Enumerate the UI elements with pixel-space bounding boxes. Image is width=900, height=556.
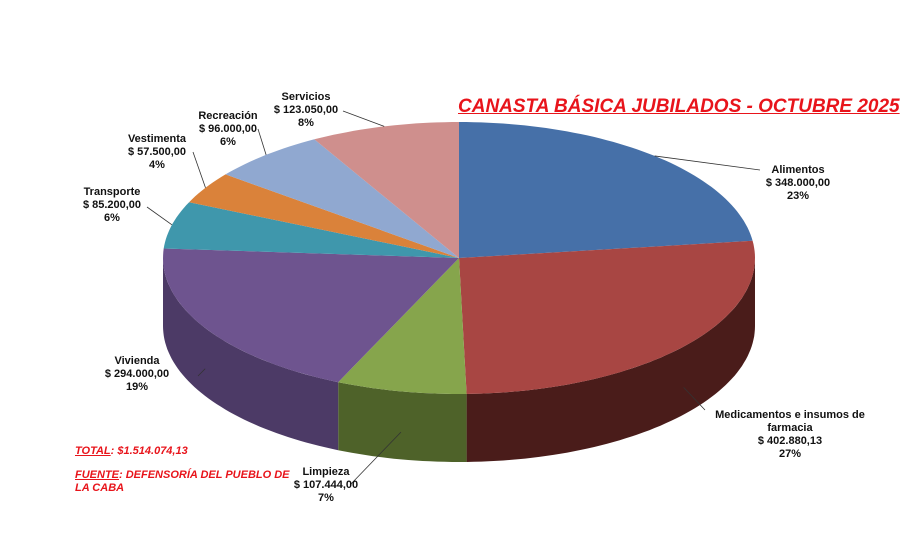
pie-slice-2 — [338, 258, 467, 394]
slice-side-2 — [338, 382, 467, 462]
slice-label: Servicios — [281, 91, 331, 103]
slice-value: $ 123.050,00 — [273, 104, 339, 116]
leader-line-4 — [146, 206, 173, 226]
slice-value: $ 294.000,00 — [104, 368, 170, 380]
data-label-medicamentos: Medicamentos e insumos de farmacia $ 402… — [710, 409, 870, 461]
slice-percent: 8% — [298, 117, 314, 129]
slice-percent: 19% — [125, 381, 149, 393]
data-label-alimentos: Alimentos $ 348.000,00 23% — [766, 164, 830, 203]
slice-label: Limpieza — [302, 466, 350, 478]
pie-slice-4 — [163, 202, 459, 258]
slice-percent: 4% — [149, 159, 165, 171]
source-value: : DEFENSORÍA DEL PUEBLO DE LA CABA — [75, 469, 290, 494]
data-label-transporte: Transporte $ 85.200,00 6% — [83, 186, 141, 225]
data-label-vivienda: Vivienda $ 294.000,00 19% — [105, 355, 169, 394]
pie-slice-6 — [225, 139, 459, 258]
slice-side-3 — [163, 258, 339, 451]
data-label-recreacion: Recreación $ 96.000,00 6% — [198, 110, 257, 149]
leader-line-1 — [683, 387, 706, 411]
slice-label: Vestimenta — [127, 133, 187, 145]
pie-slice-1 — [459, 240, 755, 394]
slice-percent: 6% — [220, 136, 236, 148]
slice-value: $ 348.000,00 — [765, 177, 831, 189]
slice-label: Alimentos — [771, 164, 825, 176]
total-label: TOTAL — [75, 445, 111, 457]
slice-percent: 27% — [778, 448, 802, 460]
slice-value: $ 402.880,13 — [757, 435, 823, 447]
total-note: TOTAL: $1.514.074,13 — [75, 445, 295, 458]
slice-percent: 6% — [104, 212, 120, 224]
pie-slice-3 — [163, 248, 459, 383]
slice-value: $ 107.444,00 — [293, 479, 359, 491]
leader-line-0 — [654, 155, 761, 171]
pie-slice-0 — [459, 122, 753, 258]
source-note: FUENTE: DEFENSORÍA DEL PUEBLO DE LA CABA — [75, 469, 295, 495]
data-label-vestimenta: Vestimenta $ 57.500,00 4% — [128, 133, 186, 172]
slice-value: $ 85.200,00 — [82, 199, 142, 211]
slice-label: Vivienda — [114, 355, 160, 367]
slice-label: Recreación — [198, 110, 258, 122]
slice-percent: 23% — [786, 190, 810, 202]
source-label: FUENTE — [75, 469, 119, 481]
slice-value: $ 96.000,00 — [198, 123, 258, 135]
chart-title: CANASTA BÁSICA JUBILADOS - OCTUBRE 2025 — [458, 96, 900, 117]
slice-label: Medicamentos e insumos de farmacia — [715, 409, 865, 434]
pie-slice-7 — [314, 122, 459, 258]
data-label-limpieza: Limpieza $ 107.444,00 7% — [294, 466, 358, 505]
leader-line-3 — [197, 368, 206, 377]
leader-line-6 — [257, 128, 267, 155]
data-label-servicios: Servicios $ 123.050,00 8% — [274, 91, 338, 130]
slice-value: $ 57.500,00 — [127, 146, 187, 158]
total-value: : $1.514.074,13 — [110, 445, 188, 457]
pie-slice-5 — [189, 174, 459, 258]
slice-percent: 7% — [318, 492, 334, 504]
slice-side-1 — [466, 258, 755, 462]
leader-line-7 — [342, 110, 385, 127]
leader-line-5 — [192, 151, 206, 188]
slice-label: Transporte — [83, 186, 141, 198]
leader-line-2 — [349, 431, 402, 486]
